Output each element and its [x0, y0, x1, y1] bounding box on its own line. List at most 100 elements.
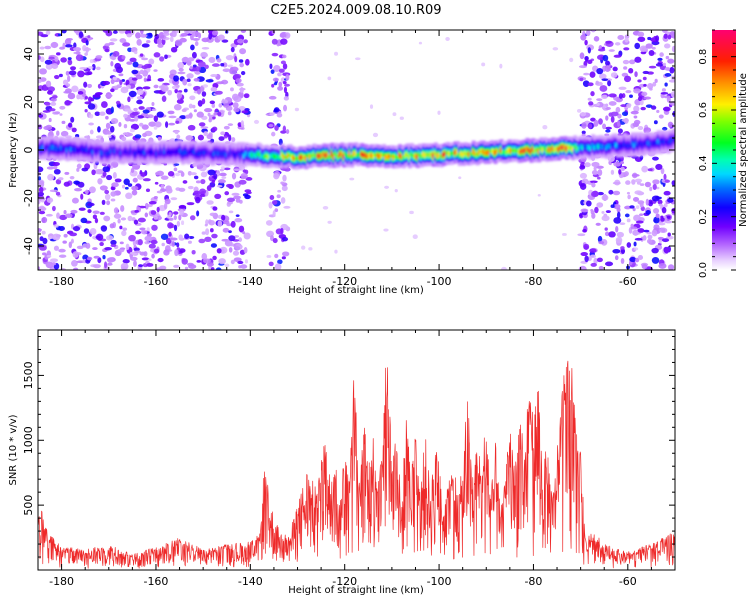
x-tick-label: -140 [238, 575, 263, 588]
noise-speckle [45, 124, 53, 130]
noise-speckle [618, 86, 627, 90]
noise-speckle [97, 178, 103, 185]
noise-speckle [125, 192, 133, 200]
noise-speckle [664, 66, 671, 71]
noise-speckle [150, 239, 158, 245]
noise-speckle [71, 85, 79, 93]
noise-speckle [277, 259, 283, 265]
noise-speckle [239, 48, 247, 55]
noise-speckle [169, 36, 174, 43]
noise-speckle [191, 51, 197, 59]
noise-speckle [85, 40, 89, 46]
noise-speckle [409, 210, 414, 215]
noise-speckle [205, 79, 214, 83]
noise-speckle [121, 136, 127, 142]
noise-speckle [655, 63, 664, 67]
x-tick-label: -180 [49, 275, 74, 288]
noise-speckle [282, 174, 287, 182]
noise-speckle [667, 121, 674, 128]
noise-speckle [231, 137, 236, 143]
noise-speckle [632, 197, 640, 202]
noise-speckle [630, 110, 639, 115]
noise-speckle [499, 63, 503, 69]
noise-speckle [234, 218, 243, 223]
noise-speckle [110, 198, 116, 202]
noise-speckle [164, 198, 171, 205]
noise-speckle [48, 117, 52, 123]
noise-speckle [663, 203, 668, 208]
noise-speckle [274, 263, 282, 270]
noise-speckle [588, 101, 594, 106]
noise-speckle [219, 172, 227, 177]
noise-speckle [383, 228, 389, 232]
noise-speckle [104, 189, 110, 195]
noise-speckle [138, 264, 144, 268]
noise-speckle [49, 189, 58, 193]
noise-speckle [271, 200, 278, 205]
noise-speckle [38, 180, 45, 188]
noise-speckle [216, 184, 223, 188]
noise-speckle [209, 228, 214, 233]
noise-speckle [193, 175, 199, 180]
noise-speckle [285, 129, 290, 134]
colorbar-tick-label: 0.0 [698, 262, 709, 278]
noise-speckle [622, 59, 630, 65]
noise-speckle [153, 115, 159, 122]
noise-speckle [88, 186, 96, 194]
noise-speckle [215, 267, 222, 270]
colorbar-gradient [712, 30, 736, 270]
noise-speckle [117, 218, 121, 224]
noise-speckle [322, 205, 329, 210]
noise-speckle [112, 50, 120, 57]
noise-speckle [598, 265, 604, 270]
noise-speckle [93, 264, 101, 269]
noise-speckle [117, 248, 125, 253]
noise-speckle [63, 233, 68, 238]
noise-speckle [580, 112, 587, 117]
noise-speckle [608, 231, 616, 238]
noise-speckle [69, 232, 78, 237]
noise-speckle [221, 176, 227, 179]
noise-speckle [245, 58, 250, 66]
noise-speckle [106, 235, 114, 241]
noise-speckle [626, 218, 631, 223]
noise-speckle [642, 235, 647, 241]
noise-speckle [45, 63, 53, 70]
noise-speckle [151, 108, 157, 112]
noise-speckle [663, 33, 668, 39]
noise-speckle [52, 205, 56, 212]
noise-speckle [204, 64, 209, 70]
noise-speckle [633, 105, 640, 113]
noise-speckle [137, 217, 146, 223]
noise-speckle [44, 59, 53, 65]
noise-speckle [601, 194, 609, 201]
noise-speckle [206, 185, 212, 191]
noise-speckle [180, 33, 188, 37]
noise-speckle [221, 214, 226, 221]
noise-speckle [187, 83, 192, 87]
noise-speckle [38, 79, 43, 84]
noise-speckle [95, 55, 103, 59]
x-tick-label: -100 [427, 575, 452, 588]
noise-speckle [225, 55, 234, 61]
noise-speckle [130, 167, 135, 173]
noise-speckle [110, 244, 117, 248]
noise-speckle [601, 210, 605, 214]
noise-speckle [591, 182, 596, 188]
noise-speckle [130, 123, 140, 130]
noise-speckle [127, 96, 131, 103]
noise-speckle [208, 32, 213, 40]
noise-speckle [394, 189, 398, 193]
noise-speckle [153, 52, 161, 58]
noise-speckle [605, 126, 612, 130]
noise-speckle [633, 247, 639, 251]
noise-speckle [634, 178, 643, 183]
noise-speckle [615, 237, 623, 244]
noise-speckle [99, 111, 106, 116]
noise-speckle [591, 170, 599, 176]
noise-speckle [201, 37, 210, 43]
noise-speckle [597, 191, 604, 196]
noise-speckle [134, 250, 142, 254]
noise-speckle [601, 239, 608, 246]
x-tick-label: -80 [524, 575, 542, 588]
